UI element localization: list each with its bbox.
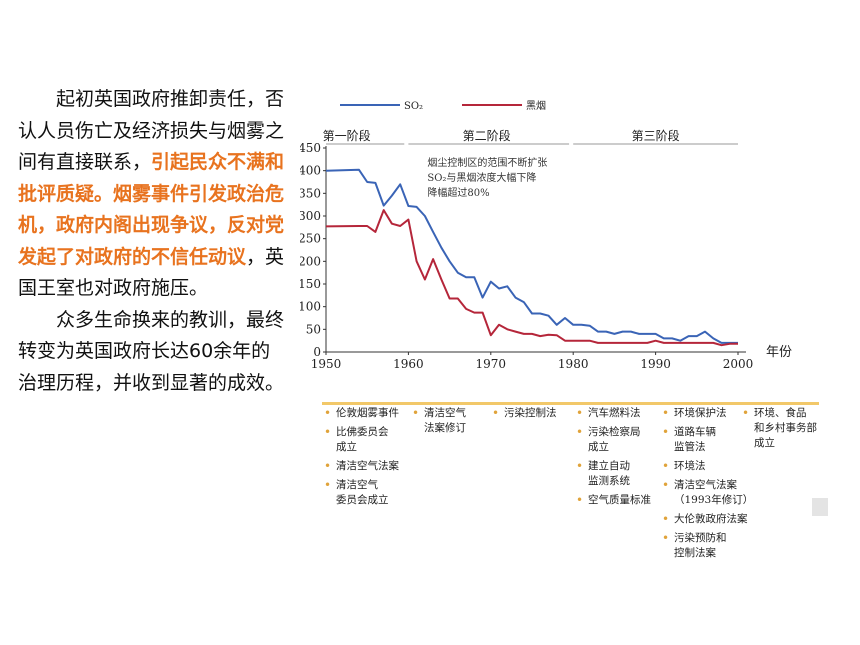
y-tick-label: 0 <box>313 345 321 359</box>
timeline-item-cont: 法案修订 <box>424 422 466 434</box>
x-axis-label: 年份 <box>766 345 792 360</box>
timeline-item-cont: 控制法案 <box>674 547 716 559</box>
timeline-col-2000s: 环境、食品 和乡村事务部 成立 <box>740 406 830 455</box>
x-tick-label: 1980 <box>558 357 589 371</box>
chart-area: 0 50 100 150 200 250 300 350 400 450 1950 1960 1970 1… <box>300 88 820 588</box>
y-tick-label: 300 <box>300 209 321 223</box>
y-tick-label: 150 <box>300 277 321 291</box>
timeline-item-cont: 成立 <box>754 437 775 449</box>
timeline-item: 伦敦烟雾事件 <box>322 406 417 421</box>
paragraph-1: 起初英国政府推卸责任，否认人员伤亡及经济损失与烟雾之间有直接联系，引起民众不满和… <box>18 84 288 305</box>
x-tick-label: 2000 <box>723 357 754 371</box>
timeline-item-cont: 成立 <box>336 441 357 453</box>
timeline-col-1970s: 污染控制法 <box>490 406 575 425</box>
y-tick-label: 350 <box>300 186 321 200</box>
timeline-item-cont: 委员会成立 <box>336 494 389 506</box>
timeline-item: 比佛委员会 <box>322 425 417 440</box>
timeline-item: 清洁空气 <box>322 478 417 493</box>
chart-annotation: SO₂与黑烟浓度大幅下降 <box>427 171 536 184</box>
timeline-item: 空气质量标准 <box>574 493 664 508</box>
timeline-item: 环境法 <box>660 459 755 474</box>
timeline-col-1960s: 清洁空气 法案修订 <box>410 406 485 440</box>
policy-timeline: 伦敦烟雾事件 比佛委员会 成立 清洁空气法案 清洁空气 委员会成立 清洁空气 法… <box>322 402 830 591</box>
timeline-item-cont: 监测系统 <box>588 475 630 487</box>
timeline-item: 道路车辆 <box>660 425 755 440</box>
timeline-bar <box>322 402 819 405</box>
chart-annotation: 烟尘控制区的范围不断扩张 <box>427 156 547 169</box>
timeline-item: 清洁空气法案 <box>660 478 755 493</box>
stage-label: 第一阶段 <box>323 128 371 143</box>
chart-annotation: 降幅超过80% <box>427 186 489 199</box>
timeline-item: 大伦敦政府法案 <box>660 512 755 527</box>
x-tick-label: 1960 <box>393 357 424 371</box>
timeline-item: 环境、食品 <box>740 406 830 421</box>
timeline-item: 汽车燃料法 <box>574 406 664 421</box>
series-line <box>325 209 738 347</box>
p1-highlight: 引起民众不满和批评质疑。烟雾事件引发政治危机，政府内阁出现争议，反对党发起了对政… <box>18 151 285 268</box>
x-tick-label: 1990 <box>640 357 671 371</box>
x-tick-label: 1970 <box>476 357 507 371</box>
timeline-col-1950s: 伦敦烟雾事件 比佛委员会 成立 清洁空气法案 清洁空气 委员会成立 <box>322 406 417 512</box>
timeline-item: 污染预防和 <box>660 531 755 546</box>
paragraph-2: 众多生命换来的教训，最终转变为英国政府长达60余年的治理历程，并收到显著的成效。 <box>18 308 285 394</box>
y-tick-label: 50 <box>306 322 321 336</box>
timeline-item: 清洁空气 <box>410 406 485 421</box>
legend-label: SO₂ <box>404 101 423 112</box>
timeline-item-cont: （1993年修订） <box>674 494 754 506</box>
timeline-item: 建立自动 <box>574 459 664 474</box>
timeline-item-cont: 监管法 <box>674 441 706 453</box>
legend-label: 黑烟 <box>526 99 546 112</box>
timeline-item-cont: 成立 <box>588 441 609 453</box>
timeline-item: 污染控制法 <box>490 406 575 421</box>
y-tick-label: 100 <box>300 300 321 314</box>
y-tick-label: 200 <box>300 254 321 268</box>
x-tick-label: 1950 <box>311 357 342 371</box>
y-tick-label: 450 <box>300 141 321 155</box>
p1-intro: 起初英国政府推卸责任，否认人员伤亡及经济损失与烟雾之间有直接联系， <box>18 88 285 173</box>
blurred-watermark <box>812 498 828 516</box>
y-tick-label: 250 <box>300 232 321 246</box>
timeline-item-cont: 和乡村事务部 <box>754 422 817 434</box>
left-text-block: 起初英国政府推卸责任，否认人员伤亡及经济损失与烟雾之间有直接联系，引起民众不满和… <box>18 84 288 399</box>
pollution-line-chart: 0 50 100 150 200 250 300 350 400 450 1950 1960 1970 1… <box>300 99 792 371</box>
series-line <box>325 168 738 344</box>
p1-end: ，英国王室也对政府施压。 <box>18 245 285 300</box>
stage-label: 第三阶段 <box>632 128 680 143</box>
timeline-item: 环境保护法 <box>660 406 755 421</box>
timeline-col-1990s: 环境保护法 道路车辆 监管法 环境法 清洁空气法案 （1993年修订） 大伦敦政… <box>660 406 755 565</box>
timeline-item: 污染检察局 <box>574 425 664 440</box>
timeline-item: 清洁空气法案 <box>322 459 417 474</box>
timeline-col-1980s: 汽车燃料法 污染检察局 成立 建立自动 监测系统 空气质量标准 <box>574 406 664 512</box>
y-tick-label: 400 <box>300 164 321 178</box>
stage-label: 第二阶段 <box>463 128 511 143</box>
